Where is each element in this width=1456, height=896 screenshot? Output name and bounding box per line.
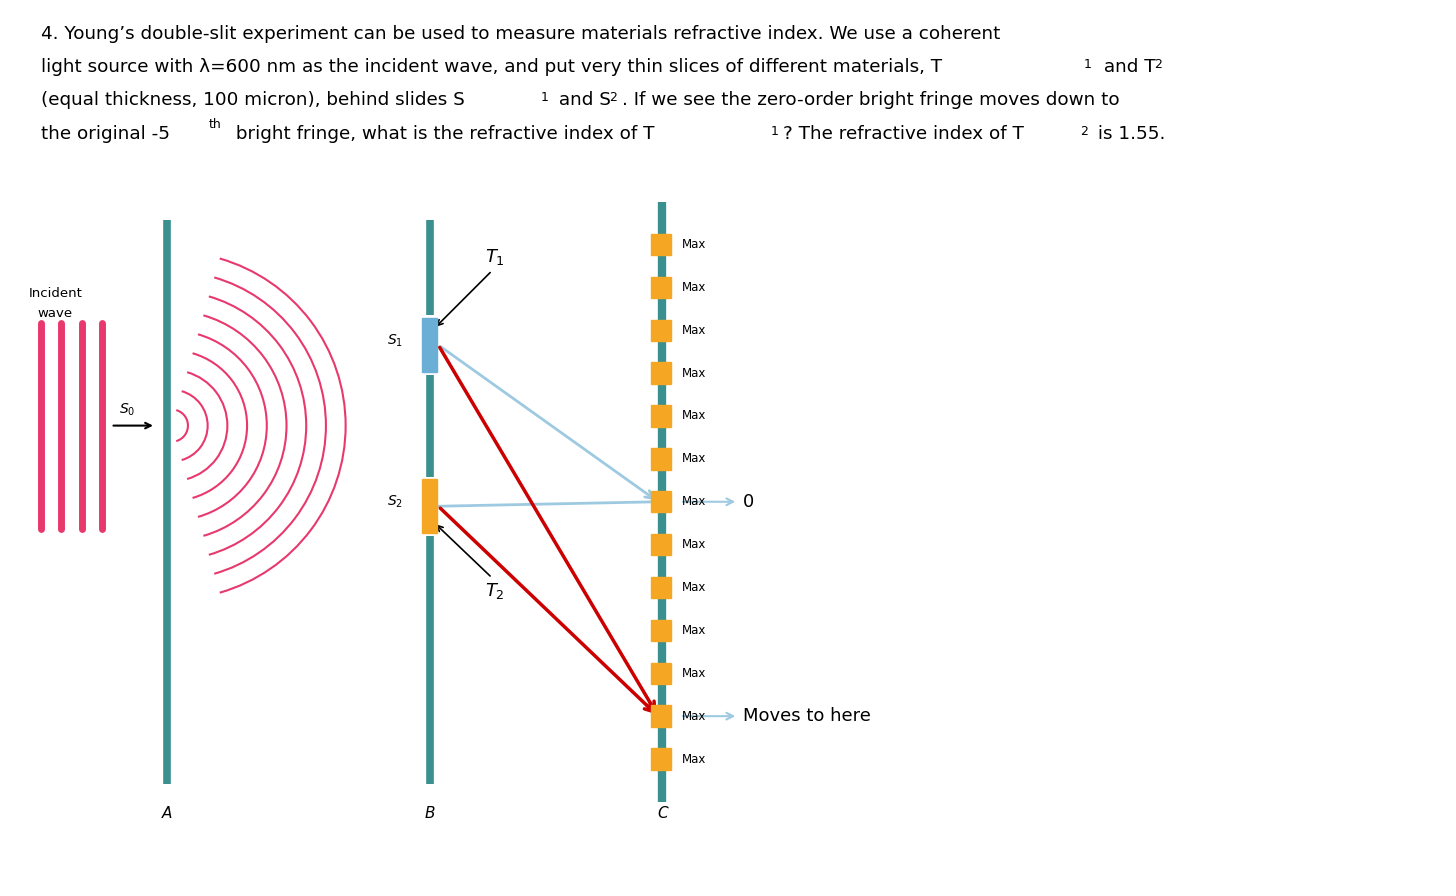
Bar [651, 491, 671, 513]
Text: 4. Young’s double-slit experiment can be used to measure materials refractive in: 4. Young’s double-slit experiment can be… [41, 25, 1000, 43]
Text: ? The refractive index of T: ? The refractive index of T [783, 125, 1024, 142]
Bar [651, 662, 671, 684]
Text: $S_1$: $S_1$ [387, 332, 403, 349]
Bar [651, 362, 671, 383]
Text: 0: 0 [743, 493, 754, 511]
Text: Max: Max [681, 538, 706, 551]
Bar [651, 405, 671, 426]
Text: $T_1$: $T_1$ [485, 247, 505, 267]
Text: $S_0$: $S_0$ [118, 402, 135, 418]
Bar [651, 234, 671, 255]
Text: Incident: Incident [28, 287, 83, 300]
Text: Max: Max [681, 409, 706, 423]
Text: $T_2$: $T_2$ [485, 582, 505, 601]
Text: Max: Max [681, 624, 706, 637]
Text: is 1.55.: is 1.55. [1092, 125, 1165, 142]
Bar [651, 620, 671, 642]
Text: $S_2$: $S_2$ [387, 494, 403, 510]
Bar [651, 577, 671, 599]
Bar [651, 320, 671, 341]
Text: . If we see the zero-order bright fringe moves down to: . If we see the zero-order bright fringe… [622, 91, 1120, 109]
Text: Max: Max [681, 667, 706, 680]
Text: 2: 2 [1155, 58, 1162, 72]
Text: the original -5: the original -5 [41, 125, 170, 142]
Bar [651, 705, 671, 727]
Text: 2: 2 [1080, 125, 1088, 138]
Bar [651, 448, 671, 470]
Bar [422, 318, 437, 372]
Bar [651, 534, 671, 556]
Text: 2: 2 [610, 91, 617, 105]
Text: Max: Max [681, 366, 706, 380]
Bar [651, 748, 671, 770]
Text: 1: 1 [772, 125, 779, 138]
Text: B: B [424, 806, 435, 822]
Text: (equal thickness, 100 micron), behind slides S: (equal thickness, 100 micron), behind sl… [41, 91, 464, 109]
Text: Max: Max [681, 581, 706, 594]
Text: Moves to here: Moves to here [743, 707, 871, 725]
Text: 1: 1 [542, 91, 549, 105]
Text: Max: Max [681, 495, 706, 508]
Text: Max: Max [681, 280, 706, 294]
Text: and T: and T [1098, 58, 1156, 76]
Text: 1: 1 [1083, 58, 1092, 72]
Bar [651, 277, 671, 298]
Text: bright fringe, what is the refractive index of T: bright fringe, what is the refractive in… [230, 125, 655, 142]
Text: wave: wave [38, 306, 73, 320]
Text: C: C [657, 806, 668, 822]
Text: Max: Max [681, 238, 706, 251]
Text: and S: and S [553, 91, 612, 109]
Text: Max: Max [681, 753, 706, 765]
Text: Max: Max [681, 452, 706, 465]
Text: Max: Max [681, 323, 706, 337]
Bar [422, 479, 437, 533]
Text: light source with λ=600 nm as the incident wave, and put very thin slices of dif: light source with λ=600 nm as the incide… [41, 58, 942, 76]
Text: th: th [208, 118, 221, 132]
Text: Max: Max [681, 710, 706, 723]
Text: A: A [162, 806, 173, 822]
